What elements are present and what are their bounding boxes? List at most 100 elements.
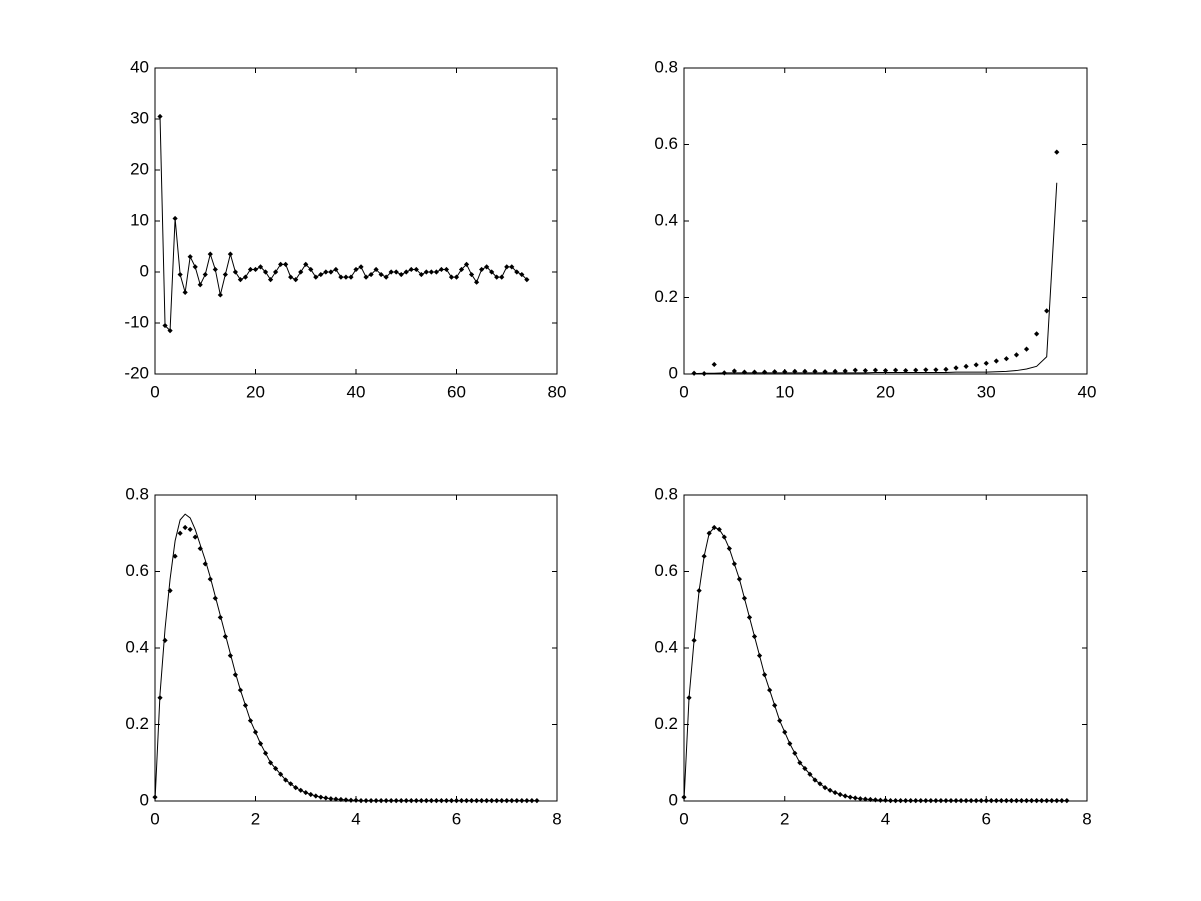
subplot: 0 2 4 6 8 0 0.2 0.4 0.6 0.8 [125, 484, 561, 828]
data-point [162, 637, 168, 643]
axes-box [683, 67, 1088, 375]
data-point [802, 368, 808, 374]
data-point [701, 553, 707, 559]
data-point [509, 264, 515, 270]
y-tick-label: 0.6 [654, 134, 678, 153]
y-tick-label: 0.4 [125, 637, 149, 656]
data-point [484, 264, 490, 270]
data-point [519, 798, 525, 804]
data-point [716, 526, 722, 533]
data-point [353, 266, 359, 273]
data-point [303, 789, 309, 796]
data-point [453, 274, 460, 280]
data-point [313, 793, 319, 799]
data-point [283, 777, 289, 783]
data-point [212, 266, 218, 273]
data-point [398, 271, 404, 278]
data-point [988, 798, 994, 804]
data-point [257, 741, 264, 747]
data-point [212, 595, 218, 601]
data-point [237, 277, 244, 283]
data-point [463, 798, 470, 804]
data-point [1059, 798, 1065, 804]
data-point [192, 534, 198, 540]
data-point [973, 798, 979, 804]
data-point [842, 793, 848, 799]
data-point [298, 269, 304, 275]
data-point [772, 702, 778, 708]
data-point [383, 798, 389, 804]
data-point [887, 798, 894, 804]
data-point [363, 274, 369, 280]
data-point [348, 274, 354, 280]
data-point [162, 322, 168, 329]
data-point [237, 687, 244, 693]
data-point [1064, 798, 1070, 804]
data-point [373, 798, 379, 804]
data-point [872, 367, 879, 373]
data-point [983, 798, 989, 804]
data-point [701, 371, 707, 377]
data-point [413, 798, 419, 804]
x-tick-label: 6 [452, 809, 461, 828]
data-point [408, 266, 414, 273]
data-point [343, 797, 349, 803]
subplot: 0 2 4 6 8 0 0.2 0.4 0.6 0.8 [654, 484, 1091, 828]
data-point [499, 274, 505, 280]
data-point [187, 254, 193, 260]
data-point [378, 798, 384, 804]
data-point [413, 266, 419, 273]
data-point [338, 274, 344, 280]
data-point [1013, 352, 1020, 358]
data-point [172, 215, 178, 222]
data-point [822, 369, 828, 375]
axes-box [683, 494, 1088, 802]
data-point [963, 798, 969, 804]
data-point [333, 796, 339, 802]
data-point [288, 781, 294, 787]
data-point [468, 271, 475, 278]
y-tick-label: 0 [140, 261, 149, 280]
data-point [273, 269, 279, 275]
x-tick-label: 40 [1078, 382, 1097, 401]
y-tick-label: 20 [130, 159, 149, 178]
data-point [908, 798, 914, 804]
y-tick-label: 0 [669, 363, 678, 382]
data-point [1023, 798, 1030, 804]
data-point [953, 365, 959, 371]
data-point [983, 360, 989, 366]
data-point [751, 633, 758, 640]
data-point [252, 266, 259, 273]
data-point [731, 561, 737, 567]
data-point [892, 367, 899, 373]
data-point [343, 274, 349, 280]
data-point [928, 798, 934, 804]
data-point [458, 266, 465, 273]
x-tick-label: 0 [150, 382, 159, 401]
data-point [373, 266, 379, 273]
data-point [222, 633, 228, 640]
data-point [323, 795, 329, 801]
data-point [696, 588, 702, 594]
data-point [303, 261, 309, 267]
data-point [438, 798, 445, 804]
y-tick-label: 0.2 [654, 287, 678, 306]
data-point [293, 277, 299, 283]
data-point [182, 524, 188, 531]
data-point [474, 279, 480, 285]
data-point [842, 368, 848, 374]
data-point [913, 367, 919, 373]
data-point [293, 785, 299, 791]
data-point [898, 798, 904, 804]
data-point [232, 672, 238, 678]
data-point [933, 367, 939, 373]
data-point [726, 545, 732, 552]
data-point [817, 781, 823, 787]
data-point [288, 274, 294, 280]
data-point [756, 653, 763, 659]
data-point [443, 798, 450, 804]
data-point [247, 266, 254, 273]
data-point [328, 269, 334, 275]
data-point [217, 614, 223, 620]
